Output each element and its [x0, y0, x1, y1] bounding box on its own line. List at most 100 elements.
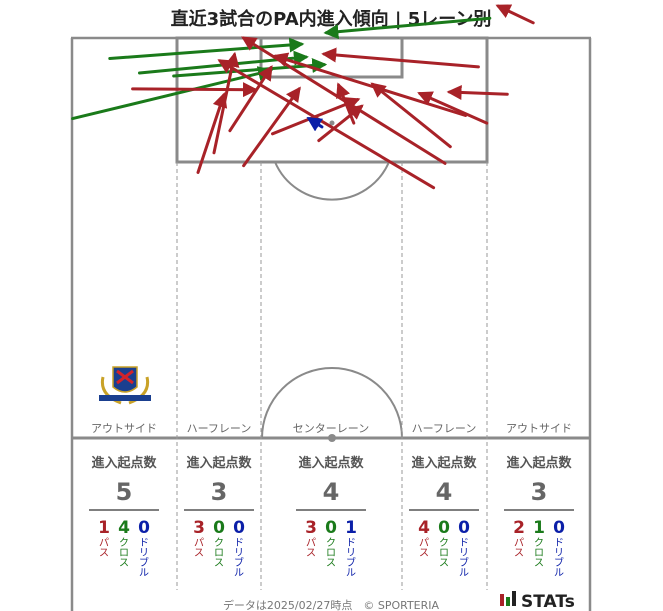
pass-arrow [321, 47, 480, 69]
cross-label-char: ロ [439, 548, 449, 559]
cross-count: 1 [533, 518, 545, 538]
dribble-label-char: ブ [459, 556, 469, 569]
pass-label-char: ス [99, 548, 109, 559]
club-emblem [99, 366, 151, 405]
footer-note: データは2025/02/27時点 © SPORTERIA [223, 598, 440, 611]
pass-label-char: ス [194, 548, 204, 559]
dribble-label-char: ル [234, 568, 244, 579]
pass-arrow [196, 92, 228, 174]
pass-label-char: パ [99, 537, 109, 549]
dribble-label-char: ド [139, 538, 149, 549]
dribble-arrow [306, 116, 324, 132]
brand-logo: STATs [500, 591, 575, 611]
pass-arrow [336, 82, 356, 125]
penalty-arc [274, 161, 390, 201]
dribble-count: 1 [345, 518, 357, 538]
dribble-label-char: ル [139, 568, 149, 579]
cross-label-char: ロ [326, 548, 336, 559]
cross-arrow [71, 66, 274, 121]
dribble-label-char: ブ [234, 556, 244, 569]
dribble-count: 0 [138, 518, 150, 538]
center-circle [261, 367, 403, 439]
dribble-label-char: ル [459, 568, 469, 579]
lane-total: 3 [531, 478, 548, 506]
pass-arrow [495, 4, 535, 25]
cross-label-char: ク [326, 537, 336, 549]
dribble-label-char: リ [234, 548, 244, 559]
arrow-layer [71, 4, 535, 190]
lane-header: 進入起点数 [91, 455, 157, 471]
pass-label-char: パ [306, 537, 316, 549]
lane-label: ハーフレーン [412, 422, 477, 435]
cross-label-char: ロ [214, 548, 224, 559]
lane-header: 進入起点数 [186, 455, 252, 471]
cross-label-char: ク [534, 537, 544, 549]
cross-label-char: ロ [534, 548, 544, 559]
lane-label: アウトサイド [506, 422, 572, 435]
logo-bar-green [506, 597, 510, 606]
cross-label-char: ク [439, 537, 449, 549]
dribble-label-char: リ [554, 548, 564, 559]
pass-label-char: ス [306, 548, 316, 559]
penalty-spot [329, 120, 335, 126]
cross-count: 0 [438, 518, 450, 538]
pass-arrow [212, 51, 240, 155]
pass-label-char: パ [514, 537, 524, 549]
laurel-left [100, 376, 122, 405]
cross-label-char: ス [326, 558, 336, 569]
pass-count: 2 [513, 518, 525, 538]
lane-label: センターレーン [293, 422, 369, 435]
cross-label-char: ク [214, 537, 224, 549]
cross-label-char: ク [119, 537, 129, 549]
pass-arrow [417, 91, 489, 125]
cross-count: 0 [213, 518, 225, 538]
logo-bar-red [500, 594, 504, 606]
cross-label-char: ス [119, 558, 129, 569]
cross-count: 4 [118, 518, 130, 538]
pass-arrow [317, 104, 364, 143]
dribble-label-char: ド [459, 538, 469, 549]
cross-count: 0 [325, 518, 337, 538]
lane-total: 5 [116, 478, 133, 506]
brand-name: STATs [521, 592, 575, 611]
lane-total: 4 [436, 478, 453, 506]
lane-header: 進入起点数 [298, 455, 364, 471]
lane-header: 進入起点数 [411, 455, 477, 471]
dribble-count: 0 [458, 518, 470, 538]
dribble-label-char: リ [139, 548, 149, 559]
pass-label-char: パ [194, 537, 204, 549]
cross-label-char: ス [439, 558, 449, 569]
dribble-label-char: リ [346, 548, 356, 559]
lane-total: 4 [323, 478, 340, 506]
dribble-count: 0 [233, 518, 245, 538]
cross-label-char: ス [534, 558, 544, 569]
cross-label-char: ス [214, 558, 224, 569]
pass-arrow [217, 59, 436, 190]
dribble-label-char: ル [346, 568, 356, 579]
pass-arrow [272, 52, 467, 117]
dribble-label-char: ド [346, 538, 356, 549]
dribble-label-char: リ [459, 548, 469, 559]
pass-arrow [370, 82, 452, 149]
dribble-label-char: ブ [139, 556, 149, 569]
cross-arrow [172, 58, 328, 78]
pass-arrow [446, 84, 509, 100]
lane-dividers [176, 162, 488, 590]
pass-label-char: パ [419, 537, 429, 549]
dribble-label-char: ブ [554, 556, 564, 569]
dribble-label-char: ブ [346, 556, 356, 569]
cross-label-char: ロ [119, 548, 129, 559]
pass-label-char: ス [419, 548, 429, 559]
shield-icon [112, 366, 138, 393]
dribble-label-char: ル [554, 568, 564, 579]
pass-count: 4 [418, 518, 430, 538]
dribble-label-char: ド [554, 538, 564, 549]
logo-bar-dark [512, 591, 516, 606]
emblem-ribbon [99, 395, 151, 401]
lane-label: アウトサイド [91, 422, 157, 435]
pass-count: 1 [98, 518, 110, 538]
dribble-count: 0 [553, 518, 565, 538]
chart-title: 直近3試合のPA内進入傾向 | 5レーン別 [171, 8, 492, 30]
pass-arrow [131, 82, 258, 98]
pass-count: 3 [193, 518, 205, 538]
